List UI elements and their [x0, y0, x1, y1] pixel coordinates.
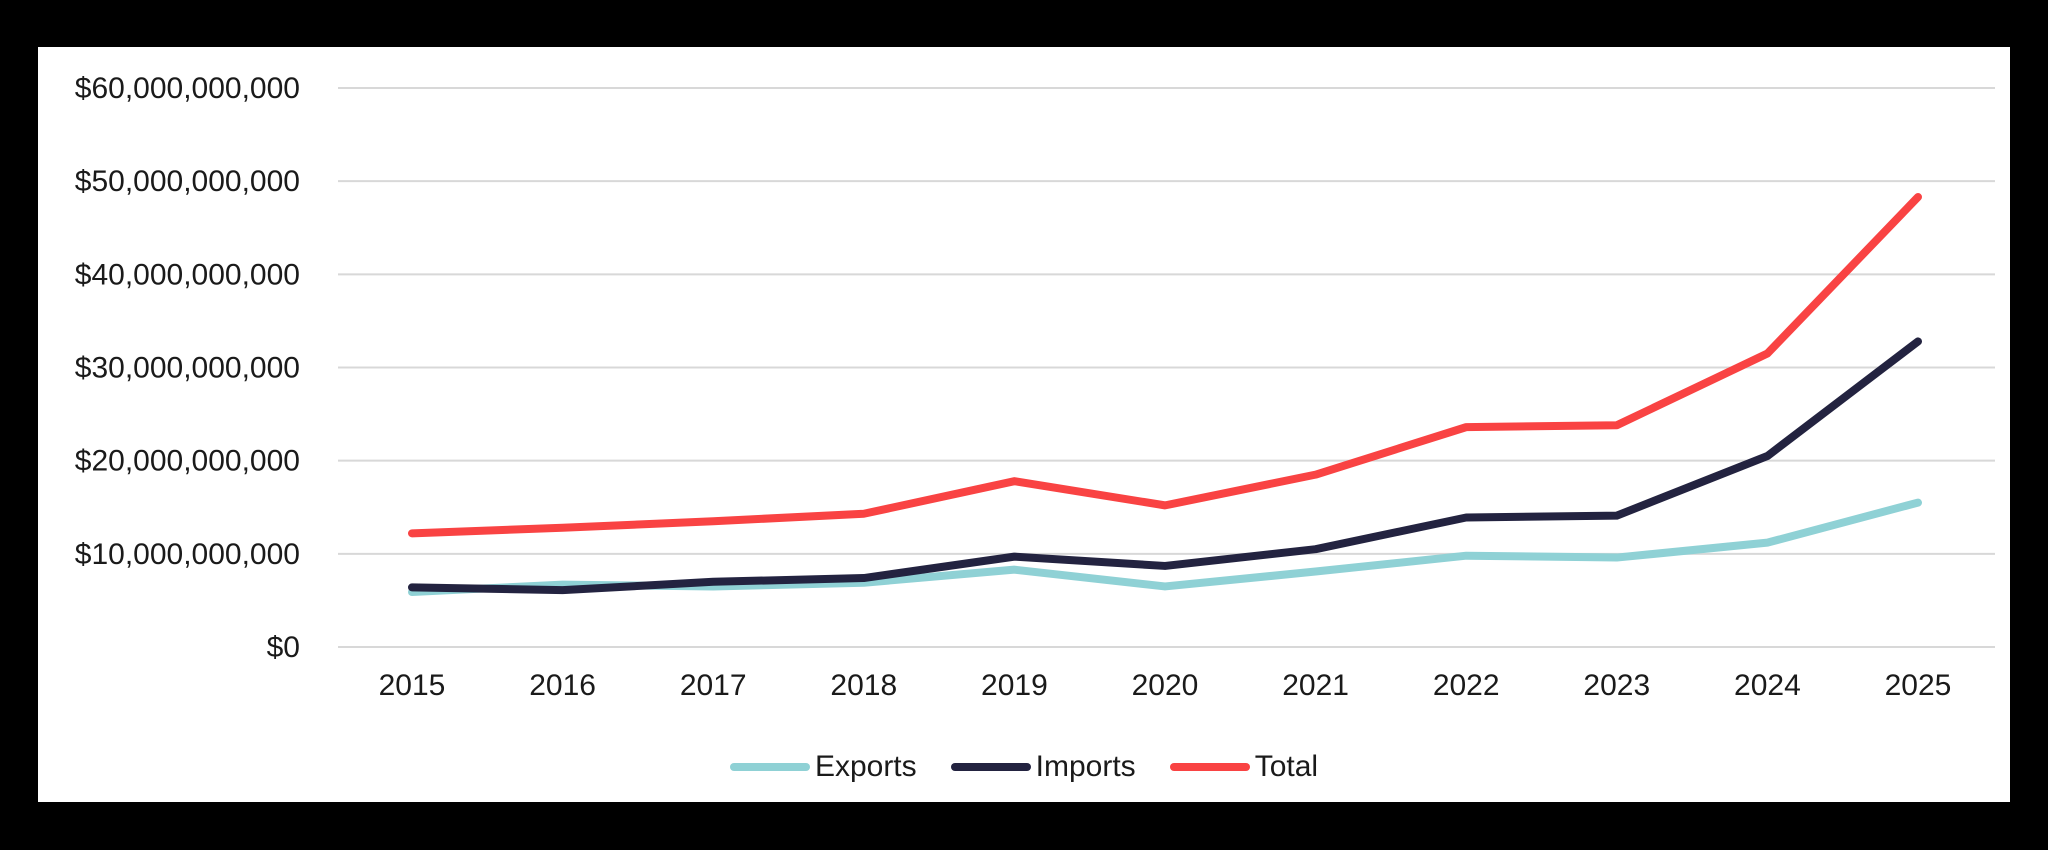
- y-tick-label: $0: [267, 631, 300, 664]
- y-tick-label: $20,000,000,000: [75, 445, 300, 478]
- trade-line-chart: $0 $10,000,000,000 $20,000,000,000 $30,000,…: [75, 72, 1995, 702]
- chart-legend: Exports Imports Total: [38, 747, 2010, 787]
- series-line-exports: [408, 498, 1922, 597]
- legend-item-total: Total: [1169, 750, 1319, 783]
- y-tick-label: $30,000,000,000: [75, 352, 300, 385]
- y-tick-label: $10,000,000,000: [75, 538, 300, 571]
- x-tick-label: 2021: [1282, 669, 1349, 702]
- x-tick-label: 2020: [1132, 669, 1199, 702]
- y-tick-label: $60,000,000,000: [75, 72, 300, 105]
- x-tick-label: 2019: [981, 669, 1048, 702]
- legend-label-exports: Exports: [814, 750, 917, 783]
- legend-label-total: Total: [1254, 750, 1319, 783]
- x-tick-label: 2024: [1734, 669, 1801, 702]
- chart-panel: $0 $10,000,000,000 $20,000,000,000 $30,000,…: [38, 47, 2010, 802]
- legend-swatch-exports: [729, 763, 810, 771]
- x-axis-tick-labels: 2015 2016 2017 2018 2019 2020 2021 2022 2023 2024…: [379, 669, 1952, 702]
- x-tick-label: 2023: [1583, 669, 1650, 702]
- series-line-imports: [408, 337, 1922, 595]
- x-tick-label: 2022: [1433, 669, 1500, 702]
- x-tick-label: 2025: [1885, 669, 1952, 702]
- x-tick-label: 2015: [379, 669, 446, 702]
- y-axis-tick-labels: $0 $10,000,000,000 $20,000,000,000 $30,000,…: [75, 72, 300, 664]
- x-tick-label: 2018: [830, 669, 897, 702]
- legend-swatch-imports: [950, 763, 1031, 771]
- legend-swatch-total: [1169, 763, 1250, 771]
- gridlines: [338, 87, 1995, 648]
- legend-label-imports: Imports: [1035, 750, 1136, 783]
- x-tick-label: 2017: [680, 669, 747, 702]
- y-tick-label: $40,000,000,000: [75, 258, 300, 291]
- legend-item-exports: Exports: [729, 750, 917, 783]
- y-tick-label: $50,000,000,000: [75, 165, 300, 198]
- series-lines: [408, 193, 1922, 597]
- x-tick-label: 2016: [529, 669, 596, 702]
- legend-item-imports: Imports: [950, 750, 1136, 783]
- series-line-total: [408, 193, 1922, 538]
